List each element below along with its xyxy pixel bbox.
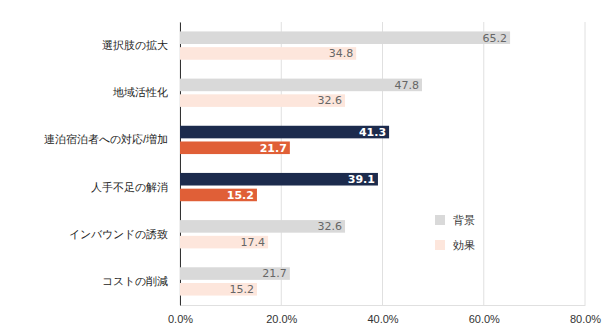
y-tick: 選択肢の拡大 (102, 39, 180, 51)
y-tick: コストの削減 (102, 275, 180, 287)
x-tick: 80.0% (570, 305, 601, 325)
y-tick-label: コストの削減 (102, 275, 168, 287)
chart: 0.0% 20.0% 40.0% 60.0% 80.0% 選択肢の拡大地域活性化連泊宿泊者… (0, 0, 605, 335)
legend-item: 背景 (435, 214, 475, 227)
data-label: 39.1 (348, 173, 375, 186)
x-tick: 60.0% (469, 305, 500, 325)
legend-item: 効果 (435, 239, 475, 252)
grid-line (281, 22, 282, 305)
data-label: 65.2 (483, 32, 508, 45)
y-tick: インバウンドの誘致 (69, 228, 180, 240)
grid-line (382, 22, 383, 305)
data-label: 34.8 (329, 47, 354, 60)
x-tick-label: 80.0% (570, 313, 601, 325)
grid (180, 22, 585, 305)
bars (180, 31, 510, 295)
y-tick: 連泊宿泊者への対応/増加 (44, 133, 180, 145)
bar (180, 47, 356, 60)
data-label: 32.6 (318, 94, 343, 107)
data-label: 15.2 (227, 189, 254, 202)
bar (180, 267, 290, 280)
legend-label: 背景 (453, 214, 475, 227)
y-tick-label: 地域活性化 (112, 86, 168, 98)
bar (180, 173, 378, 186)
x-axis-line (181, 305, 586, 306)
bar (180, 126, 389, 139)
legend: 背景効果 (435, 214, 475, 252)
data-label: 41.3 (359, 126, 386, 139)
bar (180, 220, 345, 233)
bar (180, 31, 510, 44)
legend-swatch (435, 240, 445, 250)
y-tick-label: 連泊宿泊者への対応/増加 (44, 133, 168, 145)
y-axis: 選択肢の拡大地域活性化連泊宿泊者への対応/増加人手不足の解消インバウンドの誘致コ… (44, 23, 181, 306)
x-tick-label: 40.0% (367, 313, 398, 325)
y-tick: 人手不足の解消 (91, 181, 180, 193)
y-tick-label: 選択肢の拡大 (102, 39, 168, 51)
legend-swatch (435, 215, 445, 225)
bar (180, 283, 257, 296)
x-tick-label: 60.0% (469, 313, 500, 325)
x-tick: 40.0% (367, 305, 398, 325)
x-tick: 0.0% (168, 305, 193, 325)
data-label: 21.7 (262, 267, 287, 280)
data-label: 47.8 (394, 79, 419, 92)
bar (180, 94, 345, 107)
x-axis: 0.0% 20.0% 40.0% 60.0% 80.0% (168, 305, 601, 325)
bar (180, 189, 257, 202)
data-label: 17.4 (241, 236, 266, 249)
data-labels: 65.2 47.8 41.3 39.1 32.6 21.7 34.8 32.6 21.7 15.2… (227, 32, 507, 297)
data-label: 15.2 (229, 283, 254, 296)
x-tick-label: 20.0% (266, 313, 297, 325)
grid-line (180, 22, 181, 305)
legend-label: 効果 (453, 239, 475, 252)
x-tick-label: 0.0% (168, 313, 193, 325)
data-label: 32.6 (318, 220, 343, 233)
y-tick-label: インバウンドの誘致 (69, 228, 168, 240)
y-tick: 地域活性化 (112, 86, 180, 98)
y-axis-line (180, 23, 181, 306)
grid-line (483, 22, 484, 305)
bar (180, 141, 290, 154)
y-tick-label: 人手不足の解消 (91, 181, 168, 193)
bar (180, 236, 268, 249)
x-tick: 20.0% (266, 305, 297, 325)
data-label: 21.7 (260, 142, 287, 155)
plot: 0.0% 20.0% 40.0% 60.0% 80.0% 選択肢の拡大地域活性化連泊宿泊者… (44, 22, 601, 325)
grid-line (585, 22, 586, 305)
bar (180, 79, 422, 92)
